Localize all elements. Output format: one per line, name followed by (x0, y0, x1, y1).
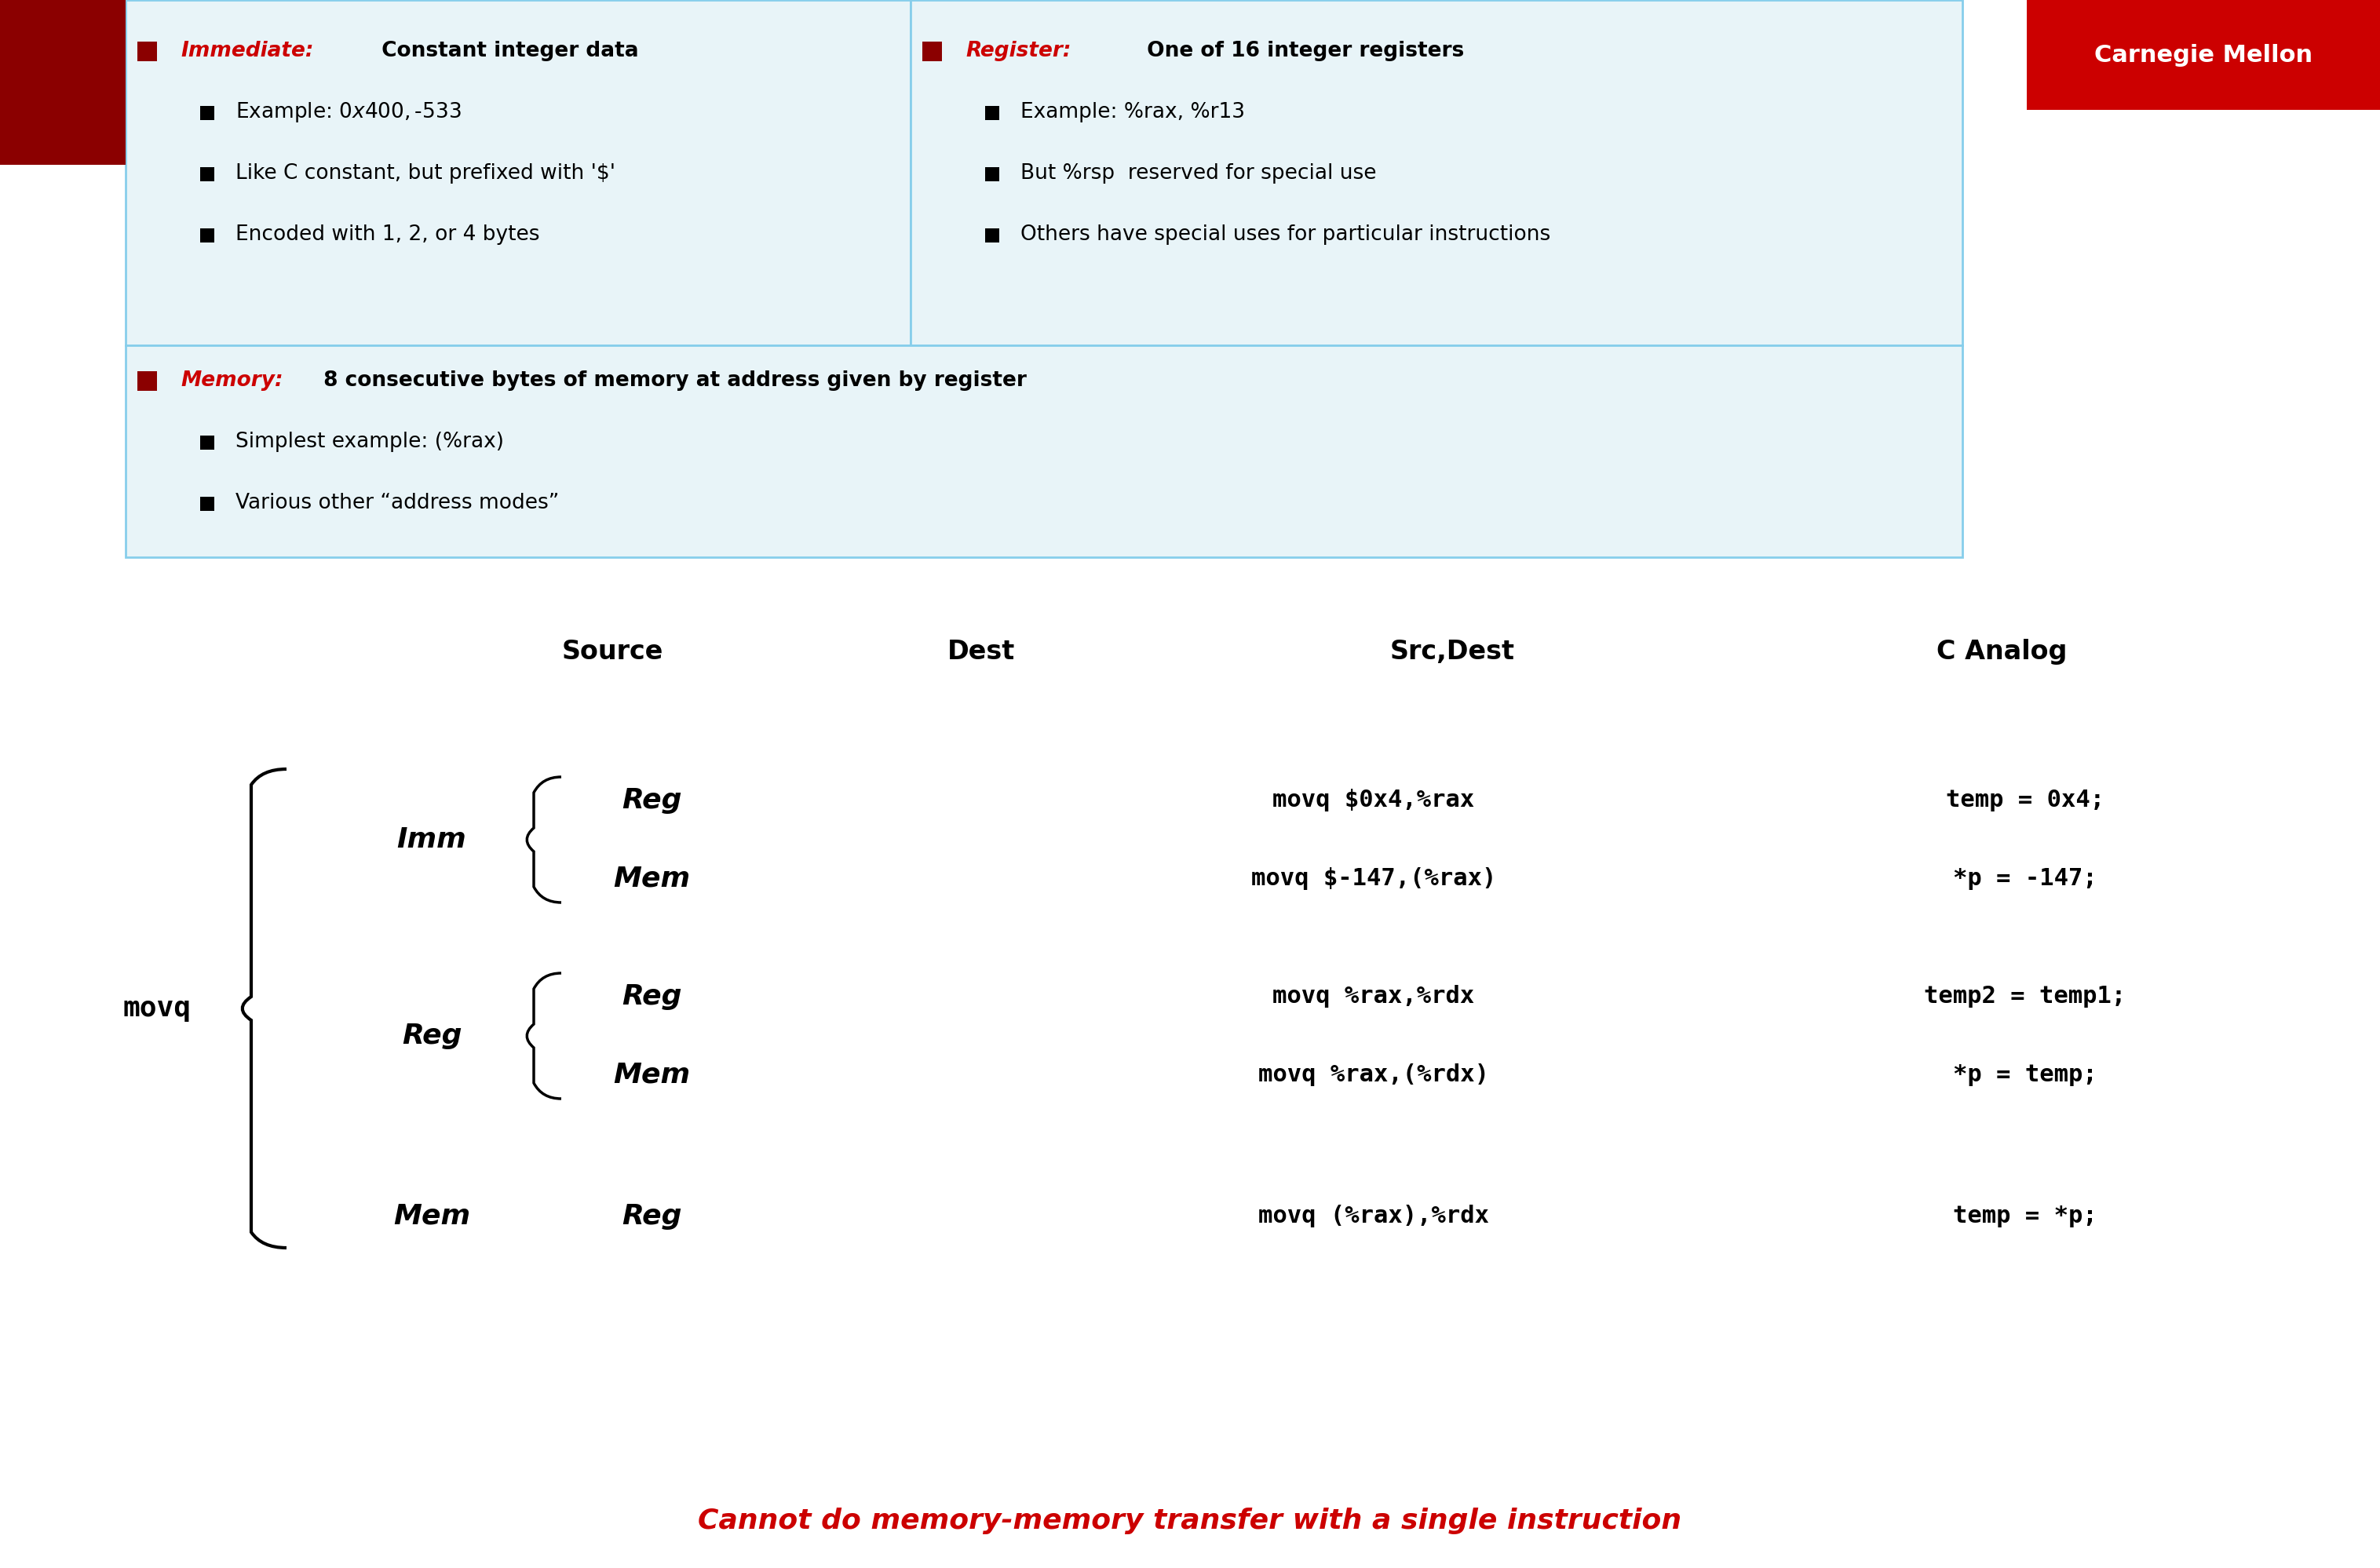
Bar (923, 42, 942, 61)
Bar (985, 168, 1000, 182)
Bar (138, 372, 157, 390)
Bar (200, 168, 214, 182)
Text: *p = -147;: *p = -147; (1954, 867, 2097, 891)
Text: movq %rax,%rdx: movq %rax,%rdx (1273, 985, 1476, 1008)
Bar (138, 42, 157, 61)
Text: Dest: Dest (947, 638, 1014, 665)
FancyBboxPatch shape (0, 0, 126, 165)
FancyBboxPatch shape (912, 0, 1963, 345)
Text: Register:: Register: (966, 41, 1071, 61)
Text: movq $-147,(%rax): movq $-147,(%rax) (1252, 867, 1497, 891)
Text: Src,Dest: Src,Dest (1390, 638, 1514, 665)
Text: Reg: Reg (621, 1203, 681, 1229)
Text: Reg: Reg (621, 787, 681, 814)
Text: Mem: Mem (614, 1062, 690, 1088)
Text: Reg: Reg (621, 983, 681, 1010)
Text: Carnegie Mellon: Carnegie Mellon (2094, 44, 2313, 66)
Text: Various other “address modes”: Various other “address modes” (236, 492, 559, 513)
Bar (985, 229, 1000, 243)
Text: Others have special uses for particular instructions: Others have special uses for particular … (1021, 224, 1549, 245)
Text: movq: movq (124, 996, 190, 1022)
Text: *p = temp;: *p = temp; (1954, 1063, 2097, 1087)
Text: C Analog: C Analog (1937, 638, 2066, 665)
Bar (200, 497, 214, 511)
Text: Immediate:: Immediate: (181, 41, 314, 61)
Text: Example: %rax, %r13: Example: %rax, %r13 (1021, 102, 1245, 122)
Text: Constant integer data: Constant integer data (374, 41, 638, 61)
Text: Cannot do memory-memory transfer with a single instruction: Cannot do memory-memory transfer with a … (697, 1507, 1683, 1534)
Text: Reg: Reg (402, 1022, 462, 1049)
Text: movq (%rax),%rdx: movq (%rax),%rdx (1259, 1206, 1490, 1228)
Bar (200, 229, 214, 243)
Bar (985, 107, 1000, 121)
Text: But %rsp  reserved for special use: But %rsp reserved for special use (1021, 163, 1376, 183)
Text: One of 16 integer registers: One of 16 integer registers (1140, 41, 1464, 61)
FancyBboxPatch shape (2028, 0, 2380, 110)
Bar (200, 436, 214, 450)
Text: Simplest example: (%rax): Simplest example: (%rax) (236, 431, 505, 452)
Text: Encoded with 1, 2, or 4 bytes: Encoded with 1, 2, or 4 bytes (236, 224, 540, 245)
FancyBboxPatch shape (126, 345, 1963, 557)
Text: Mem: Mem (614, 866, 690, 892)
Text: Example: $0x400, $-533: Example: $0x400, $-533 (236, 100, 462, 124)
Text: Like C constant, but prefixed with '$': Like C constant, but prefixed with '$' (236, 163, 616, 183)
Text: 8 consecutive bytes of memory at address given by register: 8 consecutive bytes of memory at address… (317, 370, 1026, 390)
Text: Source: Source (562, 638, 664, 665)
Text: Imm: Imm (397, 826, 466, 853)
Text: movq $0x4,%rax: movq $0x4,%rax (1273, 789, 1476, 812)
Text: movq %rax,(%rdx): movq %rax,(%rdx) (1259, 1063, 1490, 1087)
Bar (200, 107, 214, 121)
Text: temp = 0x4;: temp = 0x4; (1947, 789, 2104, 812)
FancyBboxPatch shape (126, 0, 912, 345)
Text: temp = *p;: temp = *p; (1954, 1206, 2097, 1228)
Text: Memory:: Memory: (181, 370, 283, 390)
Text: Mem: Mem (393, 1203, 471, 1229)
Text: temp2 = temp1;: temp2 = temp1; (1925, 985, 2125, 1008)
